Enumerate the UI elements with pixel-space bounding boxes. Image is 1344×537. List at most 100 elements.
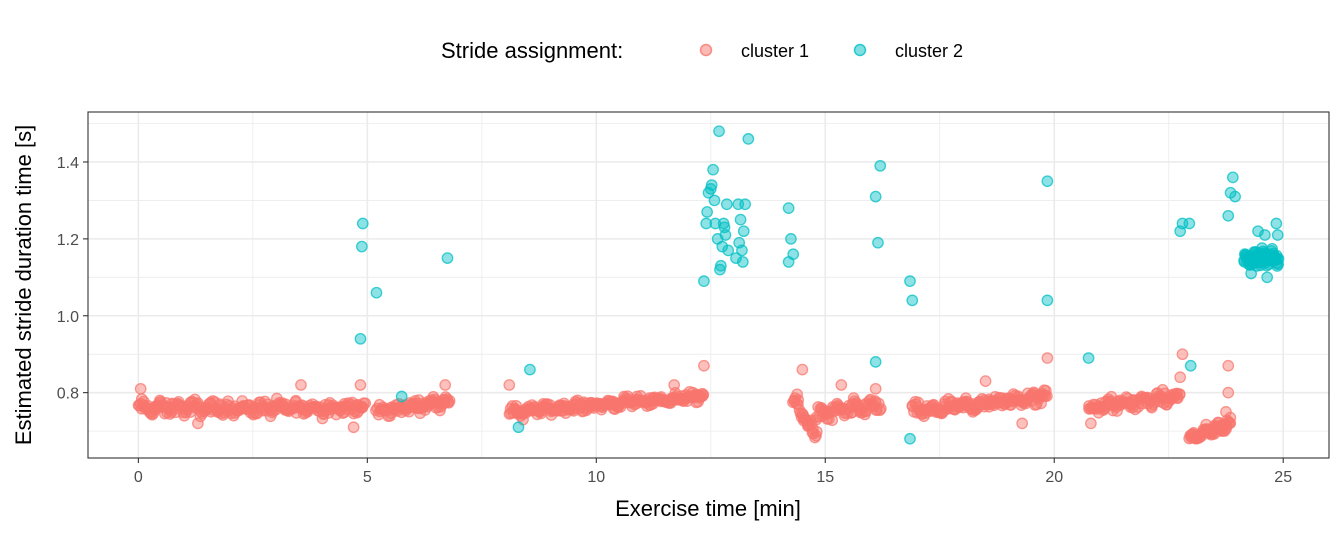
data-point-cluster-2 (707, 163, 719, 176)
data-point-cluster-2 (716, 240, 729, 253)
data-point-cluster-1 (1222, 386, 1235, 399)
data-point-cluster-2 (708, 194, 721, 207)
y-tick-label: 1.2 (57, 232, 79, 249)
data-point-cluster-2 (356, 217, 369, 230)
data-point-cluster-1 (810, 425, 823, 438)
data-point-cluster-2 (1271, 229, 1284, 241)
data-point-cluster-2 (1270, 217, 1283, 230)
data-point-cluster-2 (906, 294, 919, 307)
data-point-cluster-1 (869, 382, 882, 395)
data-point-cluster-1 (359, 397, 372, 410)
x-tick-label: 10 (587, 469, 605, 486)
data-point-cluster-2 (869, 356, 882, 368)
data-point-cluster-1 (1173, 388, 1186, 401)
data-point-cluster-2 (705, 179, 718, 191)
data-point-cluster-2 (701, 206, 713, 218)
data-point-cluster-1 (835, 379, 848, 391)
data-point-cluster-1 (1085, 417, 1097, 430)
series-cluster-1 (132, 348, 1237, 445)
data-point-cluster-2 (787, 248, 800, 261)
data-point-cluster-1 (792, 394, 805, 406)
y-tick-label: 1.0 (57, 309, 79, 326)
data-point-cluster-2 (1226, 171, 1239, 184)
data-point-cluster-2 (904, 275, 916, 288)
data-point-cluster-1 (698, 359, 710, 372)
data-point-cluster-1 (443, 394, 456, 407)
data-point-cluster-1 (1041, 390, 1053, 402)
data-point-cluster-2 (1229, 190, 1241, 203)
data-point-cluster-2 (1041, 175, 1054, 188)
data-point-cluster-2 (1259, 229, 1271, 241)
data-point-cluster-1 (439, 379, 452, 391)
legend-title: Stride assignment: (441, 38, 623, 63)
x-tick-label: 25 (1274, 469, 1292, 486)
data-point-cluster-1 (697, 388, 710, 401)
data-point-cluster-2 (734, 213, 747, 226)
legend-marker-cluster-2 (853, 43, 867, 57)
data-point-cluster-2 (355, 240, 368, 253)
data-point-cluster-2 (1261, 271, 1274, 284)
data-point-cluster-2 (719, 229, 732, 241)
data-point-cluster-2 (736, 256, 749, 268)
data-point-cluster-2 (730, 252, 742, 264)
data-point-cluster-2 (1183, 217, 1196, 230)
data-point-cluster-2 (904, 432, 916, 445)
data-point-cluster-2 (785, 233, 797, 245)
data-point-cluster-1 (354, 379, 367, 391)
data-point-cluster-2 (698, 275, 710, 288)
data-point-cluster-2 (736, 244, 748, 257)
x-tick-label: 5 (363, 469, 372, 486)
x-tick-label: 20 (1045, 469, 1063, 486)
data-point-cluster-1 (1220, 406, 1232, 418)
data-point-cluster-2 (1184, 359, 1197, 372)
data-point-cluster-1 (1016, 417, 1029, 430)
data-point-cluster-2 (354, 332, 367, 345)
data-point-cluster-1 (134, 382, 147, 395)
data-point-cluster-1 (810, 429, 822, 442)
data-point-cluster-2 (1272, 253, 1285, 265)
data-point-cluster-1 (979, 375, 992, 387)
y-axis: 0.8 1.0 1.2 1.4 (57, 155, 88, 403)
legend-label-cluster-2: cluster 2 (895, 41, 963, 61)
data-point-cluster-2 (782, 202, 795, 214)
data-point-cluster-2 (720, 198, 733, 211)
data-point-cluster-2 (869, 190, 882, 203)
data-point-cluster-1 (503, 379, 516, 391)
data-point-cluster-1 (295, 379, 307, 391)
data-point-cluster-2 (524, 363, 536, 376)
data-point-cluster-2 (395, 390, 408, 403)
x-axis: 0 5 10 15 20 25 (134, 458, 1292, 486)
data-point-cluster-2 (874, 159, 887, 172)
legend-marker-cluster-1 (699, 43, 713, 57)
data-point-cluster-2 (1082, 352, 1095, 364)
legend: Stride assignment: cluster 1 cluster 2 (441, 38, 963, 63)
data-point-cluster-2 (739, 198, 751, 211)
data-point-cluster-2 (715, 259, 727, 272)
data-point-cluster-1 (1176, 348, 1189, 361)
data-point-cluster-1 (1174, 371, 1187, 384)
data-point-cluster-2 (1245, 267, 1258, 280)
grid (88, 112, 1329, 458)
data-point-cluster-1 (192, 417, 204, 430)
data-point-cluster-2 (512, 421, 525, 434)
data-point-cluster-2 (737, 225, 750, 238)
data-point-cluster-2 (872, 236, 884, 249)
plot-border (87, 111, 1330, 459)
legend-label-cluster-1: cluster 1 (741, 41, 809, 61)
data-point-cluster-2 (742, 133, 755, 145)
x-axis-title: Exercise time [min] (615, 496, 801, 521)
data-point-cluster-2 (441, 252, 454, 264)
series-cluster-2 (354, 125, 1285, 445)
data-point-cluster-1 (1222, 359, 1235, 372)
y-tick-label: 0.8 (57, 386, 79, 403)
data-point-cluster-1 (668, 379, 681, 391)
data-point-cluster-1 (1041, 352, 1054, 364)
data-point-cluster-2 (1041, 294, 1054, 307)
data-point-cluster-2 (713, 125, 725, 138)
data-point-cluster-2 (1222, 209, 1235, 222)
data-point-cluster-1 (875, 402, 887, 415)
data-point-cluster-2 (370, 286, 383, 299)
data-point-cluster-1 (796, 363, 809, 376)
data-point-cluster-2 (1252, 225, 1264, 238)
